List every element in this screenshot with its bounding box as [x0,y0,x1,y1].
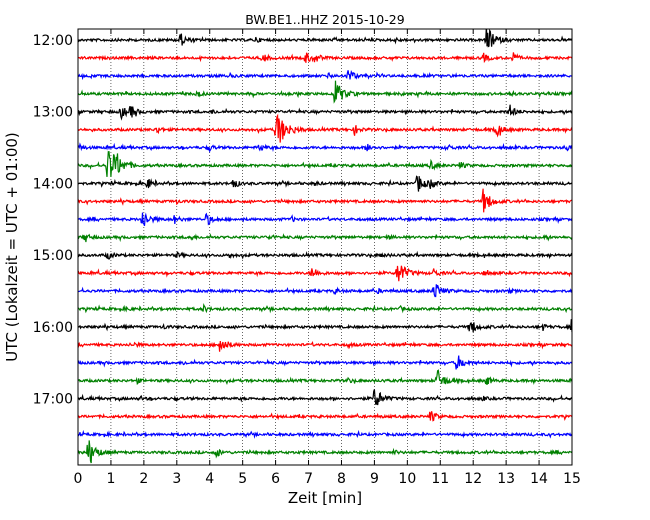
trace-row [78,250,572,260]
x-tick-label: 4 [205,471,214,487]
x-tick-label: 2 [139,471,148,487]
x-tick-label: 15 [563,471,581,487]
x-tick-label: 10 [398,471,416,487]
trace-row [78,188,572,213]
plot-frame [77,28,573,466]
trace-row [78,212,572,226]
x-tick-label: 14 [530,471,548,487]
x-tick-label: 1 [106,471,115,487]
x-tick-label: 3 [172,471,181,487]
plot-border [77,28,573,466]
x-tick-label: 11 [431,471,449,487]
y-axis-label: UTC (Lokalzeit = UTC + 01:00) [3,132,21,362]
x-tick-label: 8 [337,471,346,487]
trace-row [78,411,572,422]
y-axis-ticks: 12:00 13:00 14:00 15:00 16:00 17:00 [33,33,572,408]
x-tick-label: 9 [370,471,379,487]
trace-row [78,369,572,386]
trace-row [78,319,572,333]
trace-row [78,29,572,48]
chart-title: BW.BE1..HHZ 2015-10-29 [245,12,404,27]
x-axis-label: Zeit [min] [288,489,362,507]
trace-row [78,284,572,298]
x-tick-label: 6 [271,471,280,487]
trace-row [78,389,572,406]
x-tick-label: 7 [304,471,313,487]
trace-row [78,303,572,314]
y-tick-label: 13:00 [33,105,73,121]
trace-row [78,233,572,243]
seismic-traces [78,29,572,464]
x-tick-label: 12 [464,471,482,487]
trace-row [78,440,572,464]
trace-row [78,142,572,153]
y-tick-label: 16:00 [33,320,73,336]
vertical-gridlines [110,29,540,465]
trace-row [78,341,572,352]
trace-row [78,265,572,282]
trace-row [78,113,572,143]
y-tick-label: 17:00 [33,392,73,408]
x-tick-label: 13 [497,471,515,487]
trace-row [78,104,572,121]
y-tick-label: 12:00 [33,33,73,49]
trace-row [78,355,572,370]
trace-row [78,151,572,177]
trace-row [78,429,572,439]
trace-row [78,80,572,104]
trace-row [78,70,572,81]
y-tick-label: 15:00 [33,248,73,264]
x-axis-ticks: 0 1 2 3 4 5 6 7 8 9 10 11 12 13 14 15 [74,29,581,487]
trace-row [78,52,572,64]
trace-row [78,175,572,192]
x-tick-label: 5 [238,471,247,487]
y-tick-label: 14:00 [33,176,73,192]
x-tick-label: 0 [74,471,83,487]
